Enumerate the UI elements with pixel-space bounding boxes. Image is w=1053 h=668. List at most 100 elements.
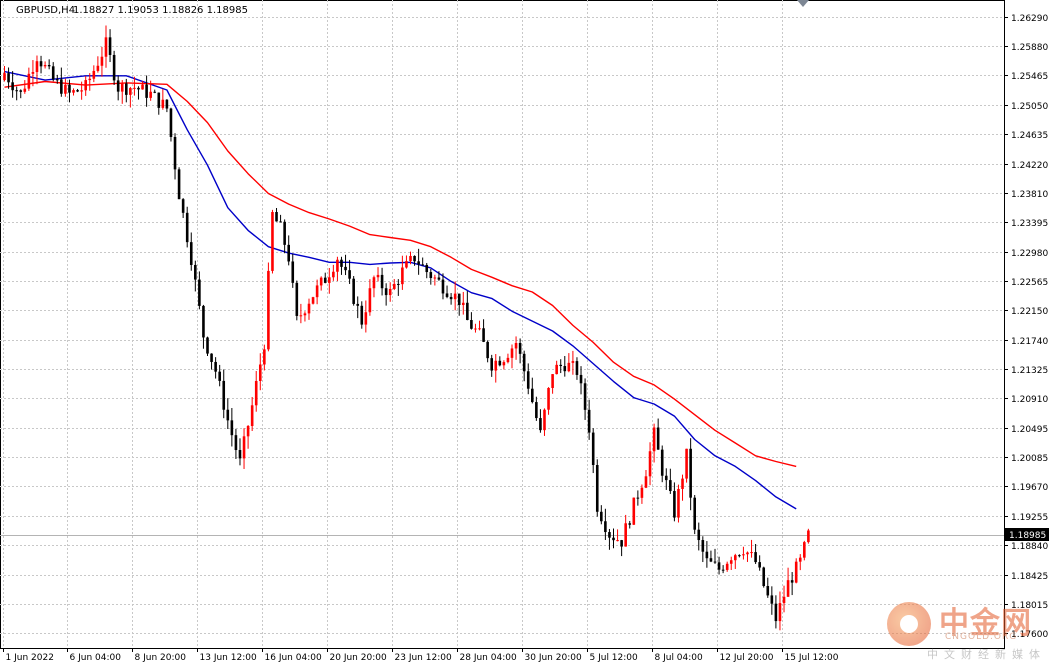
- candle-body: [794, 561, 798, 583]
- candle-body: [774, 603, 778, 622]
- candle: [425, 262, 429, 279]
- candle-body: [514, 342, 518, 349]
- candle-body: [372, 277, 376, 289]
- candle-body: [177, 169, 181, 200]
- candle-body: [620, 540, 623, 547]
- candle: [307, 298, 311, 320]
- candle: [112, 50, 116, 85]
- candle: [100, 46, 104, 77]
- candle-body: [644, 476, 648, 488]
- candle-body: [681, 478, 684, 489]
- candle: [466, 291, 469, 321]
- candle: [664, 468, 668, 490]
- candle-body: [506, 357, 510, 363]
- candle: [246, 425, 250, 449]
- candle: [486, 340, 489, 363]
- candle: [697, 522, 701, 551]
- candle-body: [770, 595, 774, 604]
- candle-body: [429, 272, 433, 279]
- candle-body: [551, 374, 554, 388]
- y-tick-label: 1.21740: [1011, 337, 1048, 347]
- candle-body: [555, 364, 558, 375]
- candle: [384, 283, 388, 306]
- candle: [15, 86, 18, 101]
- candle: [677, 484, 680, 523]
- y-tick-label: 1.25050: [1011, 102, 1048, 112]
- candle-body: [348, 270, 351, 279]
- candle-body: [336, 259, 339, 272]
- candle-body: [315, 285, 319, 298]
- candle-body: [498, 360, 502, 366]
- candle-body: [693, 497, 696, 530]
- x-tick-label: 16 Jun 04:00: [265, 653, 322, 663]
- candle: [669, 468, 672, 494]
- candle-body: [466, 302, 469, 321]
- candle-body: [474, 328, 477, 330]
- candle-body: [104, 37, 108, 57]
- candle-body: [457, 293, 461, 306]
- candle: [571, 350, 575, 375]
- candle-body: [417, 261, 420, 265]
- candle: [47, 59, 51, 70]
- candle: [214, 357, 217, 379]
- candle: [368, 279, 372, 316]
- plot-area[interactable]: [0, 0, 1005, 649]
- candle-body: [510, 348, 514, 358]
- candle-body: [441, 279, 445, 294]
- candle-body: [55, 79, 59, 81]
- candle-body: [68, 84, 71, 93]
- candle-body: [790, 580, 794, 583]
- candle: [194, 260, 197, 292]
- candle: [531, 377, 534, 404]
- candle-body: [88, 78, 92, 81]
- candle-body: [27, 73, 31, 89]
- current-price-label: 1.18985: [1009, 531, 1046, 541]
- candle: [628, 520, 632, 529]
- candle-body: [112, 54, 116, 81]
- candle: [803, 540, 806, 561]
- candle-body: [39, 61, 43, 67]
- candle-body: [397, 283, 400, 285]
- candle: [413, 255, 416, 266]
- candle: [11, 71, 14, 98]
- candle-body: [165, 99, 169, 109]
- candle: [595, 459, 599, 517]
- candle-body: [547, 387, 550, 410]
- candle: [794, 558, 798, 584]
- candle-body: [3, 73, 6, 81]
- candle: [319, 276, 323, 291]
- watermark-logo: 中金网 CNGOLD.ORG 中文财经新媒体: [887, 596, 1047, 661]
- x-tick-label: 8 Jul 04:00: [655, 653, 704, 663]
- candle: [263, 344, 266, 371]
- candle-body: [125, 83, 128, 95]
- candle-body: [697, 529, 701, 541]
- candle-body: [729, 560, 733, 564]
- candle: [218, 364, 221, 387]
- candle: [660, 445, 664, 483]
- candle-body: [194, 264, 197, 280]
- candle-body: [145, 84, 148, 98]
- candle-body: [254, 380, 258, 406]
- candle: [7, 67, 10, 89]
- candle: [315, 279, 319, 305]
- candle: [551, 374, 554, 394]
- candle: [482, 319, 485, 343]
- y-axis: 1.26290 1.25880 1.25465 1.25050 1.24635 1.242…: [1004, 14, 1048, 640]
- candle: [575, 357, 579, 380]
- candle-body: [786, 580, 790, 597]
- y-tick-label: 1.20495: [1011, 425, 1048, 435]
- candle: [591, 428, 595, 474]
- candle-body: [185, 212, 189, 243]
- candle: [522, 350, 526, 382]
- candle-body: [303, 313, 307, 316]
- candle-body: [7, 73, 10, 83]
- candle-body: [782, 596, 786, 604]
- candle-body: [116, 80, 120, 92]
- candle-body: [258, 364, 262, 381]
- candle-body: [47, 65, 51, 67]
- chart-shift-marker-icon[interactable]: [797, 0, 809, 7]
- candle-body: [486, 341, 489, 359]
- candle: [88, 73, 92, 91]
